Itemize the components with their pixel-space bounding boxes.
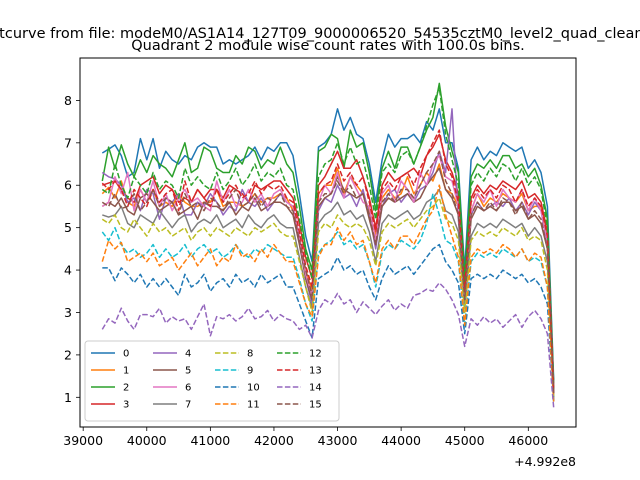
y-tick-label-8: 8 [64, 93, 72, 108]
x-tick-label-42000: 42000 [254, 433, 294, 448]
series-line-9 [101, 192, 555, 402]
legend-label-13: 13 [309, 366, 322, 377]
x-axis: 39000 40000 41000 42000 43000 44000 45000 46000 [63, 427, 548, 448]
y-tick-label-5: 5 [64, 220, 72, 235]
series-line-8 [101, 197, 555, 398]
legend-label-14: 14 [309, 383, 322, 394]
figure-suptitle: Lightcurve from file: modeM0/AS1A14_127T… [0, 26, 640, 42]
legend-label-8: 8 [247, 349, 253, 360]
y-tick-label-4: 4 [64, 263, 72, 278]
x-tick-label-43000: 43000 [318, 433, 358, 448]
series-line-10 [102, 243, 555, 402]
x-offset-label: +4.992e8 [514, 454, 576, 469]
legend-label-11: 11 [247, 400, 260, 411]
plot-frame [79, 57, 577, 428]
y-tick-label-1: 1 [64, 390, 72, 405]
legend-label-4: 4 [185, 349, 191, 360]
series-line-12 [101, 86, 555, 389]
y-tick-label-7: 7 [64, 135, 72, 150]
series-line-6 [101, 154, 555, 389]
legend-label-7: 7 [185, 400, 191, 411]
legend-label-0: 0 [123, 349, 129, 360]
x-tick-label-41000: 41000 [190, 433, 230, 448]
legend-label-10: 10 [247, 383, 260, 394]
legend-label-3: 3 [123, 400, 129, 411]
series-line-14 [101, 282, 555, 408]
legend-label-15: 15 [309, 400, 322, 411]
series-line-11 [101, 184, 555, 402]
y-tick-label-2: 2 [64, 347, 72, 362]
x-tick-label-46000: 46000 [508, 433, 548, 448]
legend-label-1: 1 [123, 366, 129, 377]
series-line-2 [101, 82, 555, 385]
x-tick-label-40000: 40000 [127, 433, 167, 448]
legend-label-2: 2 [123, 383, 129, 394]
x-tick-label-45000: 45000 [445, 433, 485, 448]
series-line-13 [101, 129, 555, 394]
legend-label-12: 12 [309, 349, 322, 360]
legend-label-9: 9 [247, 366, 253, 377]
x-tick-label-44000: 44000 [381, 433, 421, 448]
y-tick-label-6: 6 [64, 178, 72, 193]
legend-label-5: 5 [185, 366, 191, 377]
series-line-7 [102, 188, 555, 398]
series-line-15 [101, 150, 555, 394]
chart-title: Quadrant 2 module wise count rates with … [131, 38, 525, 54]
series-line-5 [101, 167, 555, 394]
series-group [101, 82, 555, 408]
y-axis: 1 2 3 4 5 6 7 8 [64, 93, 80, 405]
legend-label-6: 6 [185, 383, 191, 394]
x-tick-label-39000: 39000 [63, 433, 103, 448]
legend-box [84, 340, 340, 422]
plot-area: 39000 40000 41000 42000 43000 44000 45000 46000… [63, 57, 577, 469]
y-tick-label-3: 3 [64, 305, 72, 320]
